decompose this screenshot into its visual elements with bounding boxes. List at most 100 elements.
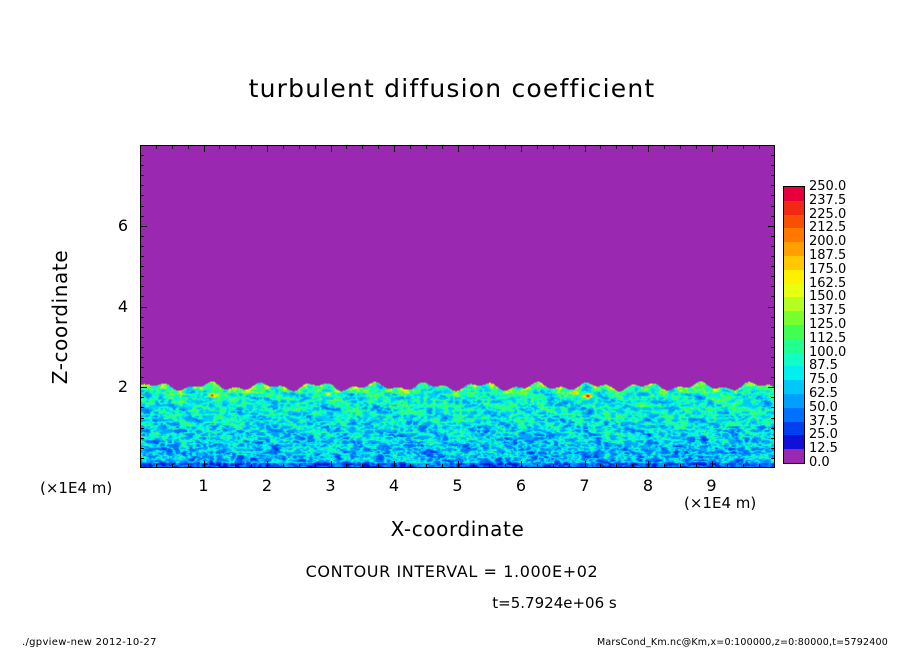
y-axis-label: Z-coordinate [48, 249, 72, 385]
tick-mark [600, 145, 602, 149]
x-tick-label: 6 [515, 476, 527, 495]
tick-mark [489, 145, 491, 149]
colorbar-swatch [784, 269, 804, 284]
colorbar-swatch [784, 393, 804, 408]
tick-mark [140, 266, 144, 268]
x-tick-label: 4 [388, 476, 400, 495]
tick-mark [768, 387, 775, 389]
tick-mark [409, 464, 411, 468]
tick-mark [568, 145, 570, 149]
tick-mark [771, 397, 775, 399]
tick-mark [171, 464, 173, 468]
colorbar-tick-label: 137.5 [809, 303, 847, 319]
colorbar-tick-label: 100.0 [809, 344, 847, 360]
tick-mark [600, 464, 602, 468]
x-tick-label: 7 [579, 476, 590, 495]
y-tick-label: 2 [117, 377, 128, 397]
colorbar-tick-label: 12.5 [809, 441, 838, 457]
colorbar-swatch [784, 421, 804, 436]
tick-mark [584, 461, 586, 468]
colorbar-tick-label: 75.0 [809, 372, 838, 388]
tick-mark [140, 215, 144, 217]
tick-mark [140, 457, 144, 459]
x-axis-label: X-coordinate [390, 517, 525, 541]
tick-mark [140, 427, 144, 429]
tick-mark [727, 145, 729, 149]
tick-mark [140, 286, 144, 288]
tick-mark [187, 464, 189, 468]
tick-mark [362, 464, 364, 468]
tick-mark [771, 235, 775, 237]
tick-mark [771, 356, 775, 358]
colorbar-swatch [784, 228, 804, 243]
tick-mark [505, 145, 507, 149]
tick-mark [140, 306, 147, 308]
x-tick-label: 2 [261, 476, 273, 495]
tick-mark [536, 464, 538, 468]
colorbar-swatch [784, 255, 804, 270]
tick-mark [457, 145, 459, 152]
colorbar-tick-label: 0.0 [809, 455, 830, 470]
colorbar-tick-label: 25.0 [809, 427, 838, 443]
x-tick-label: 5 [452, 476, 463, 495]
colorbar-tick-label: 62.5 [809, 386, 838, 401]
tick-mark [771, 155, 775, 157]
colorbar-tick-label: 212.5 [809, 220, 847, 236]
x-tick-label: 3 [325, 476, 336, 495]
colorbar-tick-label: 187.5 [809, 248, 847, 263]
tick-mark [140, 205, 144, 207]
tick-mark [140, 296, 144, 298]
tick-mark [298, 145, 300, 149]
x-tick-label: 9 [706, 476, 717, 495]
colorbar-tick-label: 87.5 [809, 358, 838, 374]
x-tick-label: 1 [198, 476, 209, 495]
tick-mark [568, 464, 570, 468]
tick-mark [648, 461, 649, 468]
tick-mark [768, 306, 775, 308]
tick-mark [771, 266, 775, 268]
tick-mark [140, 235, 144, 237]
colorbar-swatch [784, 380, 804, 394]
colorbar-tick-label: 225.0 [809, 206, 847, 222]
colorbar-swatch [784, 187, 804, 201]
tick-mark [394, 145, 395, 152]
colorbar-tick-label: 150.0 [809, 289, 847, 305]
tick-mark [330, 461, 332, 468]
tick-mark [771, 457, 775, 459]
tick-mark [140, 377, 144, 379]
tick-mark [267, 145, 268, 152]
tick-mark [346, 145, 348, 149]
tick-mark [771, 367, 775, 369]
tick-mark [140, 175, 144, 177]
tick-mark [771, 346, 775, 348]
tick-mark [743, 145, 745, 149]
tick-mark [140, 245, 144, 247]
tick-mark [771, 276, 775, 278]
x-axis-unit-left: (×1E4 m) [40, 479, 113, 497]
time-annotation: t=5.7924e+06 s [492, 594, 617, 612]
tick-mark [155, 464, 157, 468]
y-tick-label: 6 [117, 215, 128, 235]
tick-mark [251, 145, 253, 149]
colorbar-swatch [784, 311, 804, 325]
tick-mark [346, 464, 348, 468]
tick-mark [768, 225, 775, 227]
tick-mark [140, 326, 144, 328]
tick-mark [711, 461, 713, 468]
tick-mark [473, 464, 475, 468]
colorbar-swatch [784, 283, 804, 298]
tick-mark [235, 464, 237, 468]
colorbar-tick-label: 162.5 [809, 275, 847, 291]
tick-mark [140, 417, 144, 419]
tick-mark [187, 145, 189, 149]
colorbar [783, 186, 805, 464]
tick-mark [679, 145, 681, 149]
tick-mark [727, 464, 729, 468]
tick-mark [140, 185, 144, 187]
tick-mark [457, 461, 459, 468]
tick-mark [552, 464, 554, 468]
tick-mark [679, 464, 681, 468]
tick-mark [743, 464, 745, 468]
tick-mark [441, 464, 443, 468]
tick-mark [140, 407, 144, 409]
